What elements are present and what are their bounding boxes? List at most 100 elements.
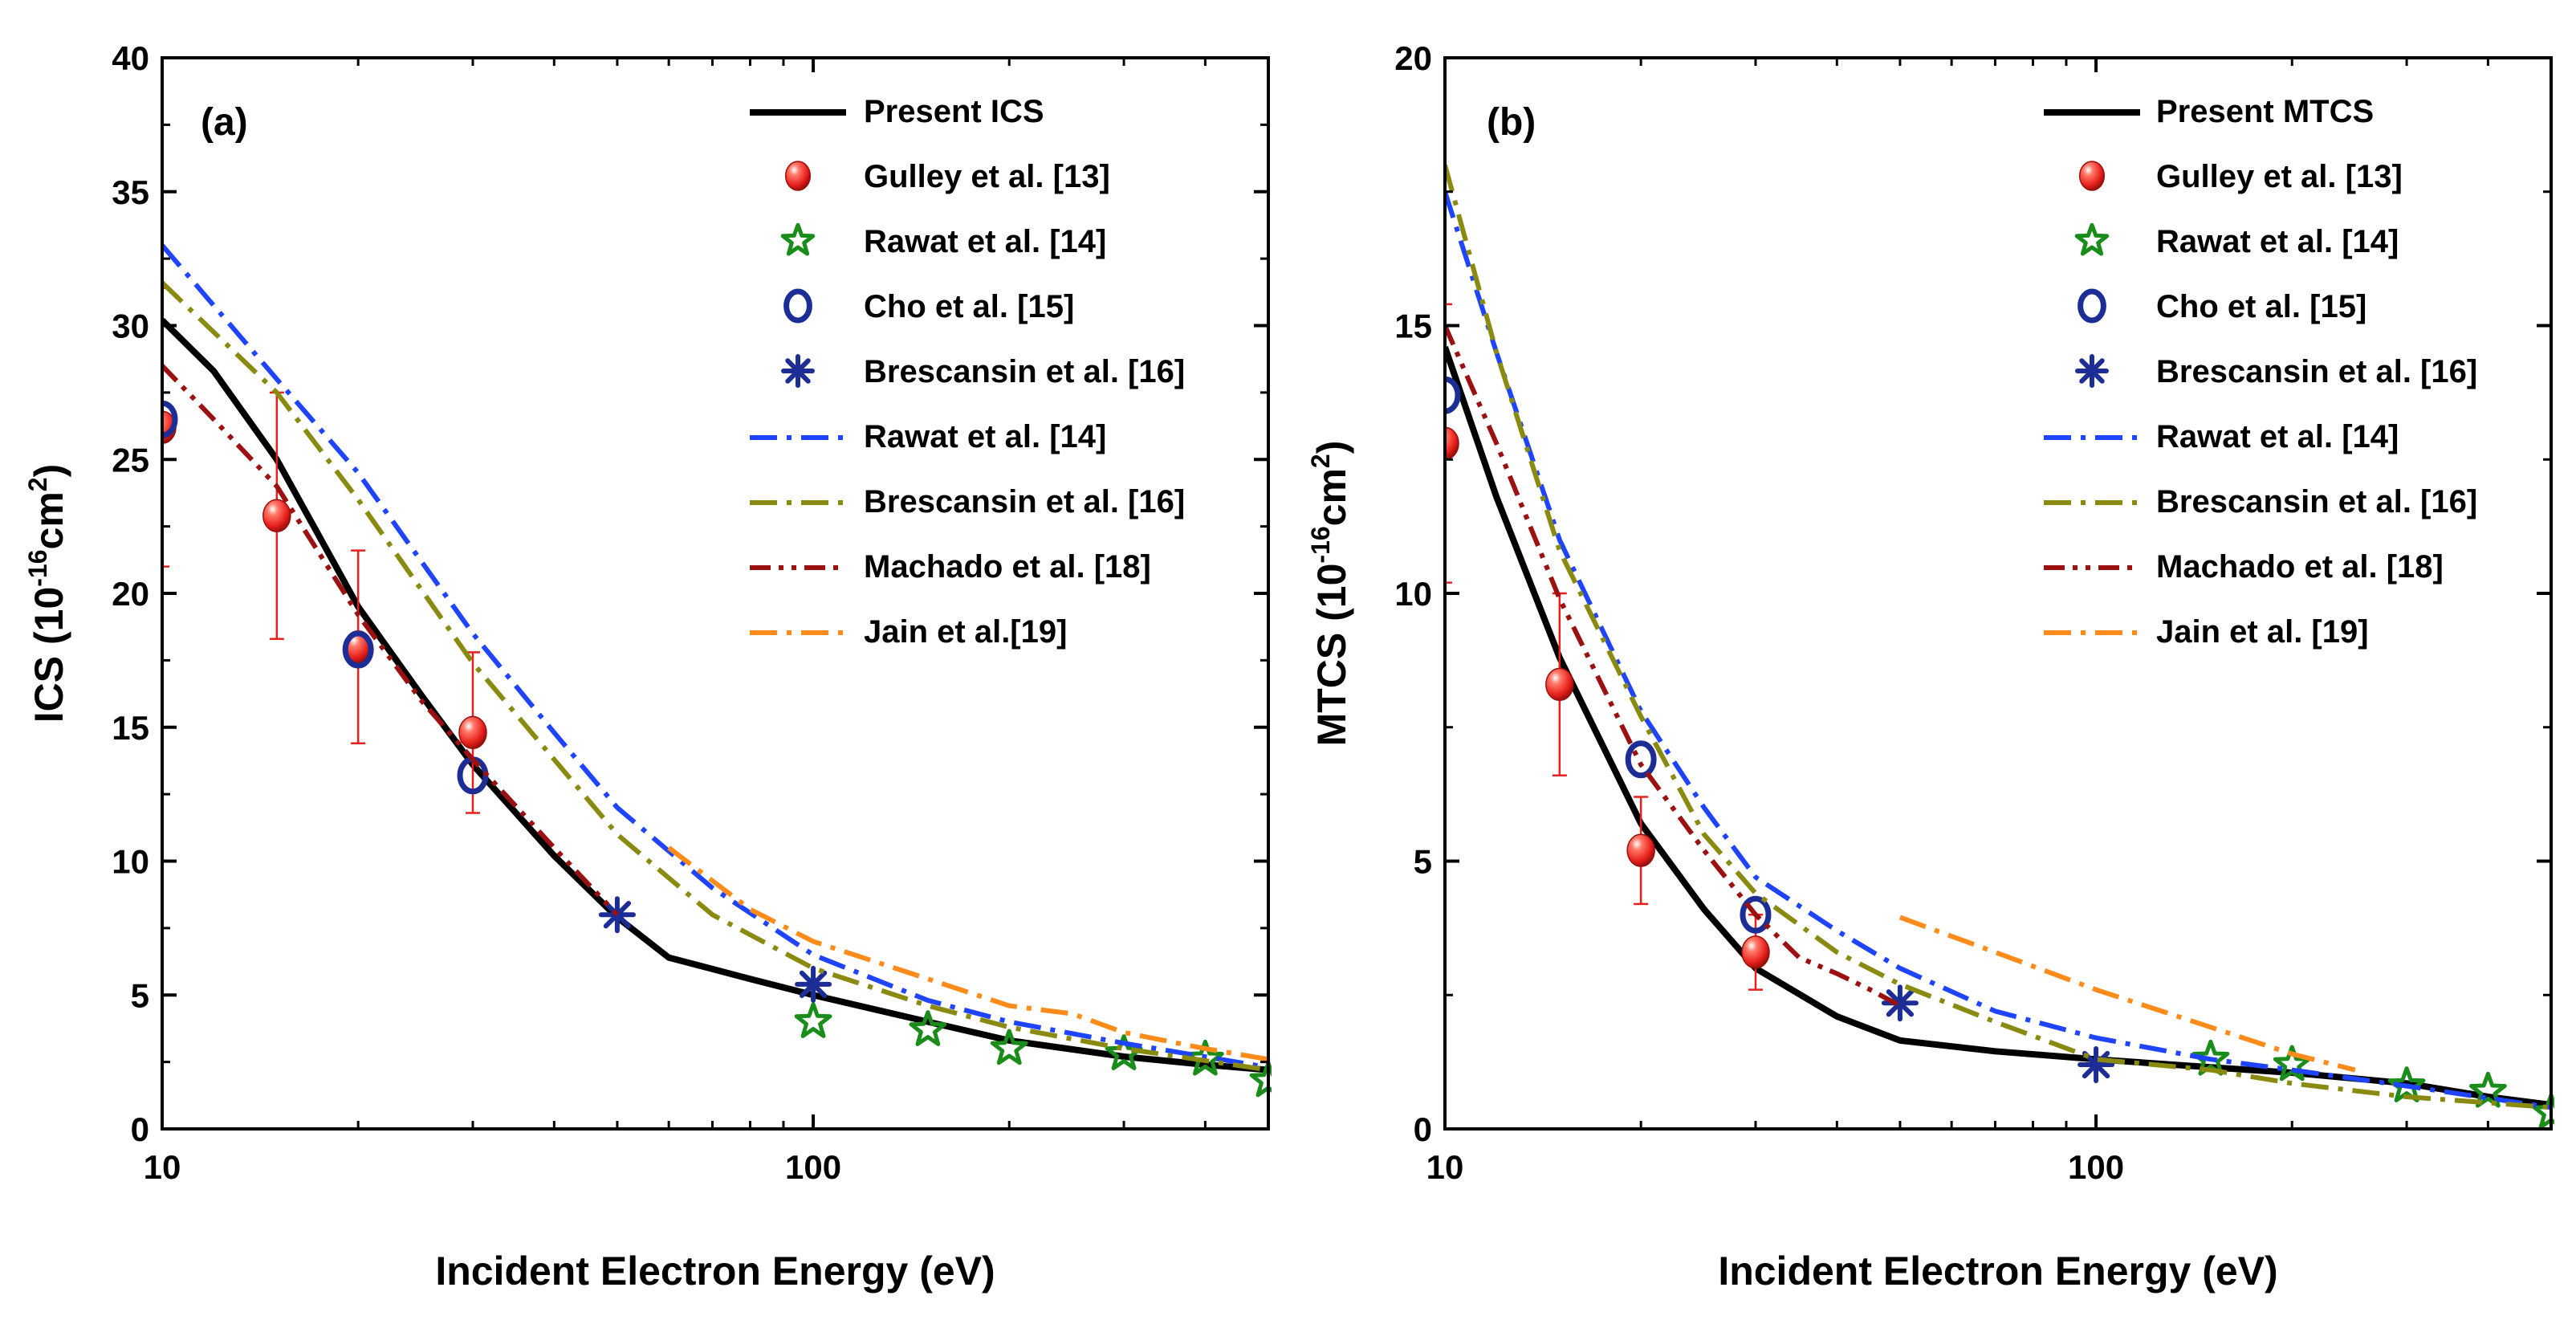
series-cho-et-al-15 [1445, 376, 1772, 934]
legend-item: Cho et al. [15] [2077, 288, 2366, 324]
x-axis-title: Incident Electron Energy (eV) [1718, 1249, 2277, 1294]
panel-label: (b) [1487, 101, 1536, 144]
legend-item: Jain et al. [19] [2044, 614, 2369, 650]
legend-marker-swatch [780, 222, 816, 256]
series-line [667, 845, 1269, 1062]
series-line [1445, 324, 1902, 1008]
y-axis-title: MTCS (10-16cm2) [1306, 441, 1354, 747]
legend-item: Machado et al. [18] [750, 549, 1151, 585]
x-tick-label: 10 [1426, 1148, 1464, 1186]
legend-item: Jain et al.[19] [750, 614, 1067, 650]
data-point [794, 1002, 832, 1038]
data-point [598, 896, 636, 934]
legend-label: Present ICS [864, 94, 1044, 129]
data-point [2191, 1039, 2230, 1076]
series-present-ics [162, 317, 1269, 1074]
data-point [2387, 1066, 2426, 1102]
legend-item: Gulley et al. [13] [2078, 159, 2403, 194]
series-rawat-et-al-14 [1445, 190, 2552, 1110]
error-bar [1445, 303, 1452, 584]
data-point [458, 715, 487, 750]
y-tick-label: 20 [1394, 39, 1432, 77]
legend-item: Rawat et al. [14] [780, 222, 1106, 259]
data-point [262, 499, 291, 533]
y-tick-label: 10 [112, 843, 149, 881]
panel-a-chart: 0 5 10 15 20 25 30 35 40 10 100 Incident Electron E… [23, 39, 1272, 1294]
series-brescansin-et-al-16 [1881, 984, 2115, 1083]
data-point [909, 1010, 947, 1046]
series-line [1445, 190, 2552, 1110]
legend-label: Jain et al. [19] [2156, 614, 2369, 650]
legend-label: Gulley et al. [13] [2156, 159, 2403, 194]
series-line [1445, 345, 2552, 1108]
data-point [2077, 1045, 2115, 1083]
series-line [1445, 164, 2552, 1110]
series-machado-et-al-18 [162, 364, 620, 917]
data-point [342, 630, 374, 669]
series-gulley-et-al-13 [162, 287, 487, 814]
axes-frame [1443, 56, 2553, 1131]
series-line [162, 280, 1269, 1073]
legend-label: Brescansin et al. [16] [864, 484, 1185, 519]
y-tick-label: 25 [112, 441, 149, 479]
data-point [162, 400, 178, 438]
x-tick-label: 10 [144, 1148, 181, 1186]
legend-item: Present MTCS [2044, 94, 2374, 129]
y-tick-label: 20 [112, 575, 149, 613]
data-point [1545, 667, 1574, 702]
series-gulley-et-al-13 [1445, 303, 1770, 991]
legend-marker-swatch [784, 161, 812, 191]
x-tick-label: 100 [785, 1148, 841, 1186]
y-tick-label: 0 [1414, 1110, 1432, 1148]
y-tick-label: 30 [112, 308, 149, 345]
x-axis-title: Incident Electron Energy (eV) [435, 1249, 995, 1294]
legend: Present ICS Gulley et al. [13] Rawat et al… [750, 94, 1185, 650]
legend-label: Brescansin et al. [16] [2156, 484, 2477, 519]
legend-label: Rawat et al. [14] [864, 419, 1106, 454]
series-brescansin-et-al-16 [162, 280, 1269, 1073]
legend-marker-swatch [2077, 288, 2106, 324]
legend-label: Rawat et al. [14] [2156, 224, 2399, 259]
y-tick-label: 15 [1394, 308, 1432, 345]
y-tick-label: 40 [112, 39, 149, 77]
legend-label: Cho et al. [15] [2156, 289, 2366, 324]
plot-area [1445, 164, 2554, 1130]
data-point [1626, 833, 1655, 867]
series-jain-et-al-19 [1898, 915, 2356, 1073]
y-tick-label: 5 [131, 976, 149, 1014]
data-point [1881, 984, 1919, 1022]
legend-label: Machado et al. [18] [864, 549, 1151, 585]
legend-item: Cho et al. [15] [783, 288, 1074, 324]
series-cho-et-al-15 [162, 400, 489, 795]
legend-item: Machado et al. [18] [2044, 549, 2444, 585]
series-line [162, 317, 1269, 1074]
legend-marker-swatch [2074, 222, 2110, 256]
legend-label: Brescansin et al. [16] [864, 354, 1185, 389]
y-tick-label: 5 [1414, 843, 1432, 881]
y-tick-label: 15 [112, 709, 149, 747]
legend-marker-swatch [783, 288, 812, 324]
data-point [1741, 935, 1770, 969]
series-rawat-et-al-14 [162, 243, 1269, 1070]
series-line [162, 364, 620, 917]
y-tick-label: 0 [131, 1110, 149, 1148]
legend-marker-swatch [781, 354, 815, 388]
legend-item: Brescansin et al. [16] [781, 354, 1185, 389]
legend-label: Rawat et al. [14] [2156, 419, 2399, 454]
series-jain-et-al-19 [667, 845, 1269, 1062]
y-tick-label: 35 [112, 173, 149, 211]
y-axis-title: ICS (10-16cm2) [23, 464, 71, 723]
legend-item: Rawat et al. [14] [2074, 222, 2399, 259]
legend-marker-swatch [2075, 354, 2109, 388]
plot-area [162, 243, 1272, 1098]
legend-item: Brescansin et al. [16] [2044, 484, 2477, 519]
series-present-mtcs [1445, 345, 2552, 1108]
legend-item: Gulley et al. [13] [784, 159, 1110, 194]
data-point [795, 965, 832, 1003]
data-point [1445, 376, 1461, 414]
legend-label: Cho et al. [15] [864, 289, 1074, 324]
panel-label: (a) [201, 101, 248, 144]
x-tick-label: 100 [2068, 1148, 2124, 1186]
panel-b-chart: 0 5 10 15 20 10 100 Incident Electron Energy (e… [1306, 39, 2554, 1294]
